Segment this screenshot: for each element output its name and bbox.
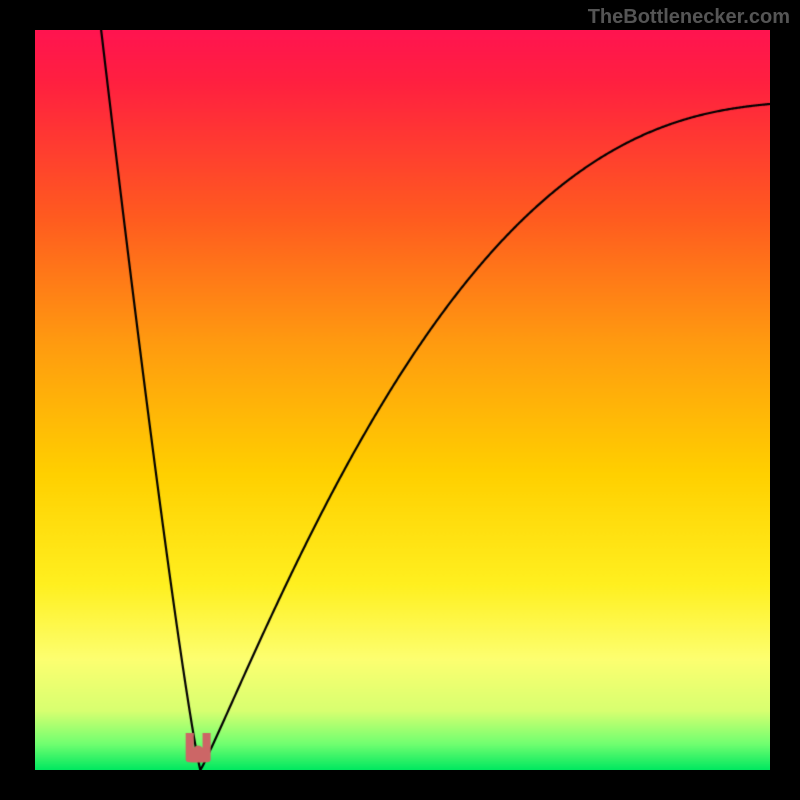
curve-layer bbox=[35, 30, 770, 770]
chart-root: TheBottlenecker.com bbox=[0, 0, 800, 800]
plot-area bbox=[35, 30, 770, 770]
watermark-text: TheBottlenecker.com bbox=[588, 6, 790, 29]
